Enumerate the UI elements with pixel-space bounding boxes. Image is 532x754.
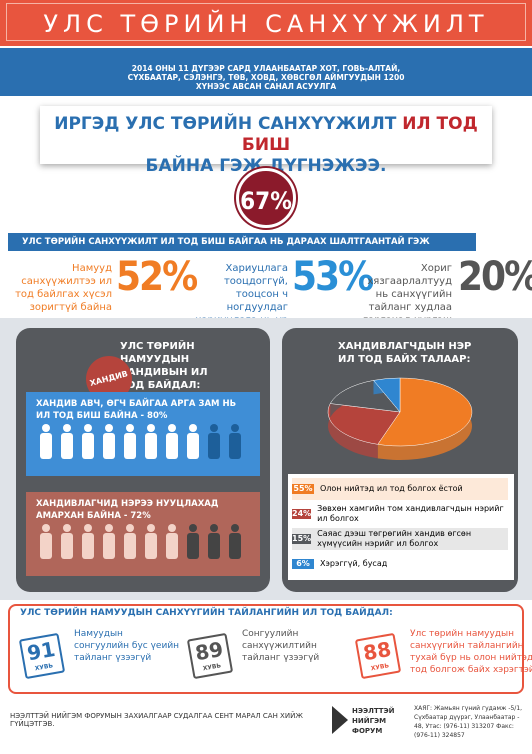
headline-text: ИРГЭД УЛС ТӨРИЙН САНХҮҮЖИЛТ (54, 114, 397, 134)
report-text: Сонгуулийн санхүүжилтийн тайланг үзээгүй (242, 629, 320, 663)
person-icon (187, 433, 199, 459)
person-icon (229, 533, 241, 559)
legend-label: Зөвхөн хамгийн том хандивлагчдын нэрийг … (317, 504, 504, 523)
person-icon (126, 524, 134, 532)
person-icon (187, 533, 199, 559)
person-icon (42, 424, 50, 432)
person-icon (168, 524, 176, 532)
legend-label: Хэрэггүй, бусад (320, 559, 388, 568)
pie-chart (327, 377, 473, 460)
title-bar: УЛС ТӨРИЙН САНХҮҮЖИЛТ (0, 0, 532, 46)
person-icon (82, 433, 94, 459)
person-icon (166, 533, 178, 559)
person-icon (61, 433, 73, 459)
legend-value: 6% (292, 559, 314, 569)
person-icon (105, 424, 113, 432)
legend-label: Саяас дээш төгрөгийн хандив өгсөн хүмүүс… (317, 529, 472, 548)
person-icon (40, 533, 52, 559)
person-icon (145, 433, 157, 459)
person-icon (84, 524, 92, 532)
stamp: 89 ХУВЬ (186, 632, 234, 680)
person-icon (105, 524, 113, 532)
legend-value: 15% (292, 534, 312, 544)
legend-row: 55% Олон нийтэд ил тод болгох ёстой (292, 478, 508, 500)
pie-slice (327, 403, 401, 445)
legend-value: 24% (292, 509, 312, 519)
person-icon (103, 533, 115, 559)
stamp: 91 ХУВЬ (18, 632, 66, 680)
person-icon (40, 433, 52, 459)
logo: НЭЭЛТТЭЙ НИЙГЭМ ФОРУМ (352, 707, 395, 735)
stamp-figure: 91 (25, 636, 57, 666)
legend-label: Олон нийтэд ил тод болгох ёстой (320, 484, 463, 493)
logo-icon (332, 706, 348, 734)
person-icon (126, 424, 134, 432)
reports-title: УЛС ТӨРИЙН НАМУУДЫН САНХҮҮГИЙН ТАЙЛАНГИЙ… (20, 608, 393, 618)
pie-slice (373, 377, 401, 413)
person-icon (84, 424, 92, 432)
person-icon (124, 533, 136, 559)
reason-figure: 53% (292, 254, 374, 300)
people-icons (40, 424, 241, 559)
reasons-title: УЛС ТӨРИЙН САНХҮҮЖИЛТ ИЛ ТОД БИШ БАЙГАА … (8, 233, 476, 265)
person-icon (231, 424, 239, 432)
reason-figure: 52% (116, 254, 198, 300)
person-icon (168, 424, 176, 432)
reason-figure: 20% (458, 254, 532, 300)
person-icon (145, 533, 157, 559)
person-icon (124, 433, 136, 459)
headline-text: БАЙНА ГЭЖ ДҮГНЭЖЭЭ. (145, 156, 387, 176)
person-icon (63, 424, 71, 432)
person-icon (103, 433, 115, 459)
title: УЛС ТӨРИЙН САНХҮҮЖИЛТ (6, 3, 526, 41)
address: ХАЯГ: Жамьян гүний гудамж -5/1, Сүхбаата… (414, 705, 523, 739)
person-icon (82, 533, 94, 559)
person-icon (210, 424, 218, 432)
legend-row: 6% Хэрэггүй, бусад (292, 553, 508, 575)
person-icon (229, 433, 241, 459)
person-icon (189, 524, 197, 532)
report-text: Улс төрийн намуудын санхүүгийн тайлангий… (410, 629, 532, 675)
person-icon (189, 424, 197, 432)
subtitle: 2014 ОНЫ 11 ДҮГЭЭР САРД УЛААНБААТАР ХОТ,… (0, 48, 532, 96)
legend-row: 15% Саяас дээш төгрөгийн хандив өгсөн хүм… (292, 528, 508, 550)
person-icon (210, 524, 218, 532)
person-icon (208, 533, 220, 559)
stamp-figure: 89 (193, 636, 225, 666)
reason-text: Намууд санхүүжилтээ ил тод байлгах хүсэл… (15, 263, 112, 313)
fact-text: ХАНДИВ АВЧ, ӨГЧ БАЙГАА АРГА ЗАМ НЬ ИЛ ТО… (36, 399, 237, 421)
fact-text: ХАНДИВЛАГЧИД НЭРЭЭ НУУЦЛАХАД АМАРХАН БАЙ… (36, 499, 219, 521)
person-icon (147, 424, 155, 432)
headline: ИРГЭД УЛС ТӨРИЙН САНХҮҮЖИЛТ ИЛ ТОД БИШ БА… (40, 106, 492, 176)
donations-title: УЛС ТӨРИЙН НАМУУДЫН ХАНДИВЫН ИЛ ТОД БАЙД… (120, 341, 208, 391)
stamp: 88 ХУВЬ (354, 632, 402, 680)
pie-slice (377, 377, 473, 447)
headline-figure: 67% (236, 168, 296, 228)
legend-row: 24% Зөвхөн хамгийн том хандивлагчдын нэри… (292, 503, 508, 525)
person-icon (63, 524, 71, 532)
donor-title: ХАНДИВЛАГЧДЫН НЭР ИЛ ТОД БАЙХ ТАЛААР: (338, 341, 472, 365)
credit: НЭЭЛТТЭЙ НИЙГЭМ ФОРУМЫН ЗАХИАЛГААР СУДАЛ… (10, 712, 303, 728)
person-icon (147, 524, 155, 532)
report-text: Намуудын сонгуулийн бус үеийн тайланг үз… (74, 629, 180, 663)
reports-box (8, 604, 524, 694)
person-icon (61, 533, 73, 559)
pie-slice (329, 380, 401, 413)
person-icon (231, 524, 239, 532)
person-icon (42, 524, 50, 532)
person-icon (208, 433, 220, 459)
person-icon (166, 433, 178, 459)
headline-emphasis: ИЛ ТОД БИШ (241, 114, 478, 155)
legend-value: 55% (292, 484, 314, 494)
stamp-figure: 88 (361, 636, 393, 666)
